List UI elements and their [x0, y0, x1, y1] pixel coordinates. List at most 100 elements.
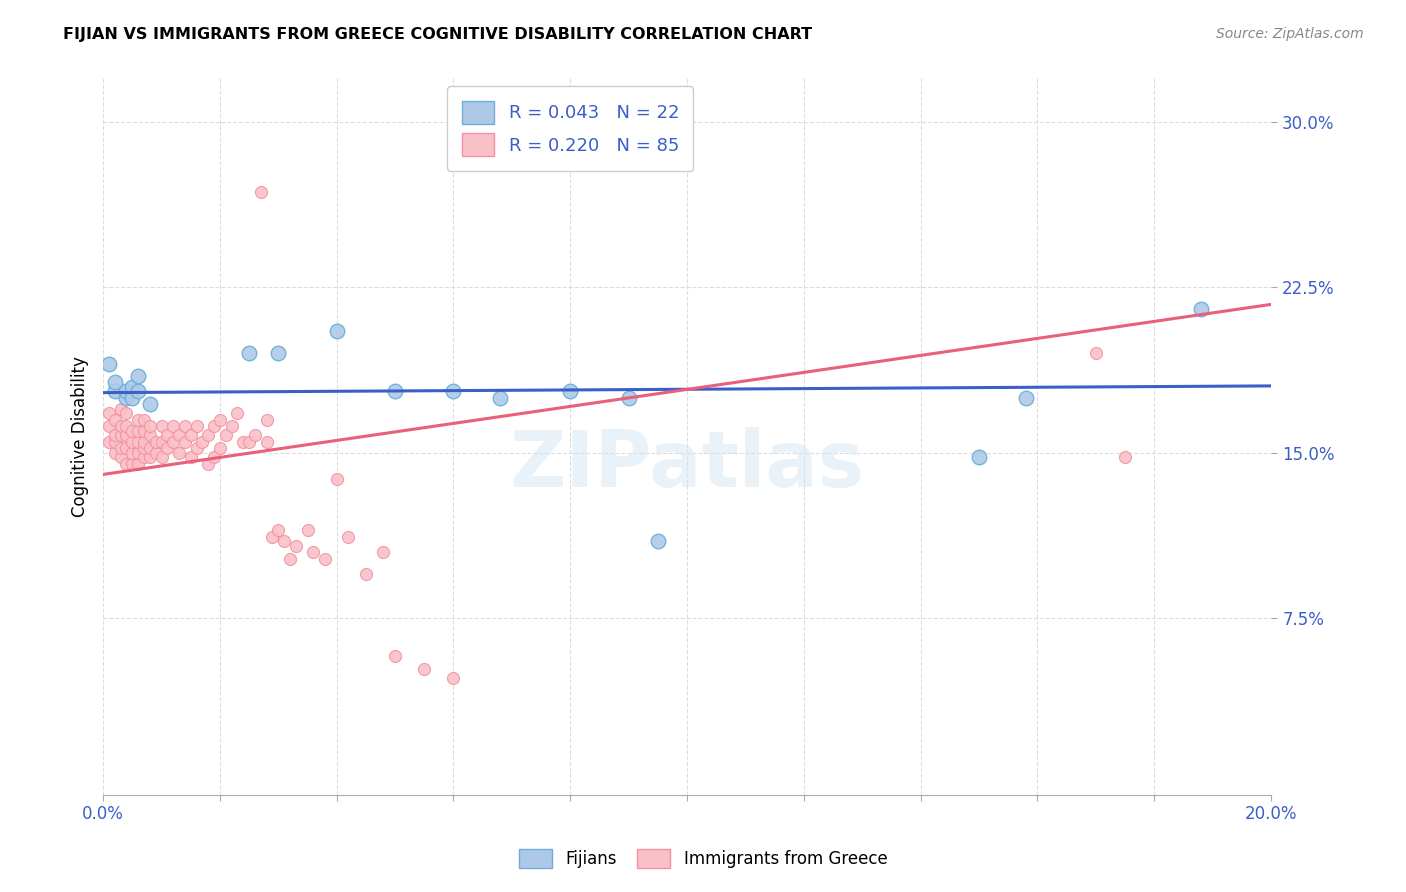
- Point: [617, 391, 640, 405]
- Point: [191, 434, 214, 449]
- Point: [145, 434, 167, 449]
- Point: [115, 391, 138, 405]
- Point: [115, 384, 138, 398]
- Point: [150, 450, 173, 465]
- Point: [967, 450, 990, 465]
- Point: [238, 346, 260, 360]
- Point: [139, 397, 162, 411]
- Point: [1015, 391, 1038, 405]
- Point: [384, 648, 406, 663]
- Point: [115, 457, 138, 471]
- Point: [150, 434, 173, 449]
- Point: [104, 446, 127, 460]
- Point: [132, 434, 155, 449]
- Point: [121, 379, 143, 393]
- Point: [202, 450, 225, 465]
- Point: [110, 428, 132, 442]
- Point: [1084, 346, 1107, 360]
- Point: [197, 457, 219, 471]
- Point: [98, 358, 121, 372]
- Point: [110, 419, 132, 434]
- Point: [127, 424, 149, 438]
- Point: [273, 534, 295, 549]
- Point: [150, 419, 173, 434]
- Point: [162, 434, 184, 449]
- Point: [221, 419, 243, 434]
- Point: [238, 434, 260, 449]
- Point: [314, 551, 336, 566]
- Text: Source: ZipAtlas.com: Source: ZipAtlas.com: [1216, 27, 1364, 41]
- Point: [110, 401, 132, 416]
- Point: [139, 450, 162, 465]
- Point: [121, 457, 143, 471]
- Point: [156, 442, 179, 456]
- Point: [262, 530, 284, 544]
- Point: [232, 434, 254, 449]
- Point: [127, 384, 149, 398]
- Point: [443, 384, 465, 398]
- Point: [115, 442, 138, 456]
- Point: [127, 413, 149, 427]
- Point: [104, 413, 127, 427]
- Point: [337, 530, 360, 544]
- Point: [167, 446, 190, 460]
- Point: [110, 442, 132, 456]
- Point: [243, 428, 266, 442]
- Point: [98, 434, 121, 449]
- Point: [115, 428, 138, 442]
- Point: [132, 424, 155, 438]
- Point: [104, 384, 127, 398]
- Legend: R = 0.043   N = 22, R = 0.220   N = 85: R = 0.043 N = 22, R = 0.220 N = 85: [447, 87, 693, 170]
- Point: [173, 419, 195, 434]
- Point: [127, 434, 149, 449]
- Point: [647, 534, 669, 549]
- Point: [162, 419, 184, 434]
- Point: [98, 406, 121, 420]
- Point: [489, 391, 512, 405]
- Point: [267, 346, 290, 360]
- Point: [560, 384, 582, 398]
- Point: [156, 428, 179, 442]
- Point: [127, 446, 149, 460]
- Point: [121, 424, 143, 438]
- Point: [249, 186, 271, 200]
- Point: [167, 428, 190, 442]
- Point: [104, 375, 127, 389]
- Point: [115, 406, 138, 420]
- Text: ZIPatlas: ZIPatlas: [509, 427, 865, 503]
- Point: [413, 662, 436, 676]
- Point: [121, 446, 143, 460]
- Point: [110, 450, 132, 465]
- Point: [256, 434, 278, 449]
- Point: [278, 551, 301, 566]
- Point: [186, 442, 208, 456]
- Point: [139, 428, 162, 442]
- Point: [139, 442, 162, 456]
- Point: [1114, 450, 1136, 465]
- Point: [98, 419, 121, 434]
- Point: [284, 539, 307, 553]
- Point: [1189, 302, 1212, 317]
- Point: [132, 450, 155, 465]
- Point: [202, 419, 225, 434]
- Point: [302, 545, 325, 559]
- Point: [325, 324, 347, 338]
- Point: [180, 450, 202, 465]
- Point: [197, 428, 219, 442]
- Point: [127, 368, 149, 383]
- Point: [132, 442, 155, 456]
- Point: [325, 472, 347, 486]
- Point: [443, 671, 465, 685]
- Point: [115, 419, 138, 434]
- Point: [121, 391, 143, 405]
- Point: [267, 523, 290, 537]
- Point: [373, 545, 395, 559]
- Text: FIJIAN VS IMMIGRANTS FROM GREECE COGNITIVE DISABILITY CORRELATION CHART: FIJIAN VS IMMIGRANTS FROM GREECE COGNITI…: [63, 27, 813, 42]
- Y-axis label: Cognitive Disability: Cognitive Disability: [72, 356, 89, 516]
- Point: [215, 428, 238, 442]
- Point: [208, 413, 231, 427]
- Point: [139, 419, 162, 434]
- Point: [127, 457, 149, 471]
- Point: [354, 567, 377, 582]
- Point: [180, 428, 202, 442]
